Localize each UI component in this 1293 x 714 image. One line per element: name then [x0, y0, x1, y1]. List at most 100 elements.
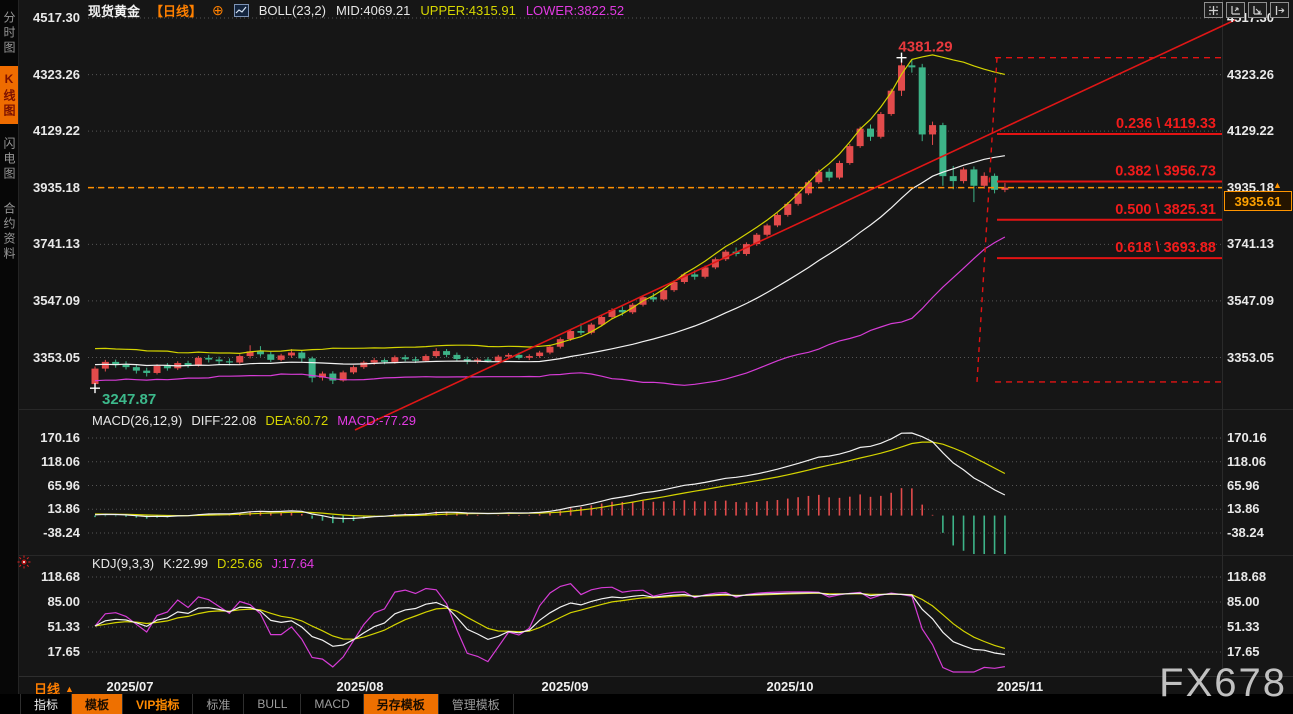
fib-level-label: 0.236 \ 4119.33	[1116, 116, 1216, 132]
candle-body	[784, 203, 792, 215]
candle-body	[649, 297, 657, 300]
macd-histogram	[94, 488, 1006, 554]
toolbar-template-button[interactable]: 模板	[72, 694, 124, 714]
candle-body	[370, 360, 378, 363]
candle-body	[867, 128, 874, 137]
boll-upper-line	[94, 54, 1006, 355]
sidebar-tab-candle-chart[interactable]: K线图	[0, 66, 18, 124]
kdj-axis-label: 85.00	[1227, 594, 1260, 609]
candle-body	[856, 128, 864, 147]
macd-value: MACD:-77.29	[337, 413, 416, 428]
candle-body	[122, 364, 130, 368]
x-axis-month-label: 2025/09	[541, 679, 589, 694]
candle-body	[939, 125, 947, 177]
macd-dea-value: DEA:60.72	[265, 413, 329, 428]
macd-diff-line	[94, 432, 1006, 520]
alert-burst-icon[interactable]	[17, 555, 31, 574]
move-tool-icon[interactable]	[1204, 2, 1223, 18]
candle-body	[329, 373, 337, 381]
candle-body	[980, 175, 988, 186]
cross-marker	[896, 52, 907, 63]
candle-body	[443, 351, 451, 355]
candle-body	[546, 346, 554, 353]
candle-body	[163, 365, 171, 369]
pane-dividers	[0, 409, 1293, 556]
price-up-arrow-icon: ▲	[1273, 180, 1282, 190]
candle-body	[680, 274, 688, 282]
candle-body	[660, 290, 668, 300]
shift-right-icon[interactable]	[1270, 2, 1289, 18]
fib-level-label: 0.618 \ 3693.88	[1115, 240, 1216, 256]
candle-body	[267, 354, 275, 360]
candle-body	[670, 281, 678, 291]
period-tag: 【日线】	[150, 3, 203, 19]
chart-header: 现货黄金 【日线】 ⊕ BOLL(23,2) MID:4069.21 UPPER…	[88, 1, 625, 19]
candle-body	[132, 367, 140, 371]
candle-body	[887, 90, 895, 115]
candle-body	[225, 361, 233, 363]
fib-vertical-dashed-line	[976, 57, 998, 382]
mini-candle-icon	[233, 3, 249, 17]
candle-body	[474, 359, 482, 362]
candle-body	[815, 171, 823, 183]
boll-lower-value: LOWER:3822.52	[525, 2, 625, 18]
sidebar-tab-flash-chart[interactable]: 闪电图	[2, 136, 16, 182]
kdj-axis-label: 17.65	[47, 644, 80, 659]
toolbar-macd-button[interactable]: MACD	[301, 694, 364, 714]
macd-diff-value: DIFF:22.08	[191, 413, 257, 428]
toolbar-manage-templates-button[interactable]: 管理模板	[439, 694, 514, 714]
toolbar-vip-indicators-button[interactable]: VIP指标	[123, 694, 194, 714]
price-axis-label: 3547.09	[1227, 292, 1274, 308]
candle-body	[918, 67, 926, 135]
macd-axis-label: 170.16	[40, 430, 80, 445]
candle-body	[432, 351, 440, 357]
candle-body	[515, 354, 523, 358]
kdj-j-value: J:17.64	[271, 556, 315, 571]
price-axis-label: 3547.09	[33, 292, 80, 308]
period-selector[interactable]: 日线 ▲	[34, 679, 74, 698]
candle-body	[722, 251, 730, 260]
candle-body	[618, 309, 626, 313]
candle-body	[256, 351, 264, 355]
toolbar-bull-button[interactable]: BULL	[244, 694, 302, 714]
time-axis: 2025/07 2025/08 2025/09 2025/10 2025/11	[0, 676, 1293, 695]
add-indicator-icon[interactable]: ⊕	[212, 1, 224, 18]
chart-canvas[interactable]: 0.236 \ 4119.33 0.382 \ 3956.73 0.500 \ 38…	[0, 0, 1293, 694]
price-axis-label: 3935.18	[33, 179, 80, 195]
candle-body	[587, 324, 595, 333]
price-axis-label: 3353.05	[1227, 349, 1274, 365]
kdj-d-value: D:25.66	[216, 556, 263, 571]
sidebar-tab-contract-info[interactable]: 合约资料	[2, 202, 16, 262]
kdj-axis-label: 118.68	[1227, 569, 1267, 584]
toolbar-save-template-button[interactable]: 另存模板	[363, 694, 439, 714]
kdj-axis-label: 17.65	[1227, 644, 1260, 659]
boll-mid-value: MID:4069.21	[335, 2, 411, 18]
last-price-tag: 3935.61	[1224, 191, 1292, 211]
zoom-in-time-icon[interactable]	[1226, 2, 1245, 18]
candle-body	[184, 363, 192, 366]
candle-body	[629, 304, 637, 313]
candle-body	[960, 169, 968, 182]
indicator-toolbar: 指标 模板 VIP指标 标准 BULL MACD 另存模板 管理模板	[0, 694, 1293, 714]
symbol-name: 现货黄金	[88, 3, 141, 19]
x-axis-month-label: 2025/11	[996, 679, 1044, 694]
candle-body	[484, 359, 492, 362]
kdj-title: KDJ(9,3,3)	[92, 556, 155, 571]
zoom-out-time-icon[interactable]	[1248, 2, 1267, 18]
cross-marker	[90, 383, 100, 394]
sidebar-tab-time-chart[interactable]: 分时图	[2, 10, 16, 56]
candle-body	[908, 65, 916, 68]
candle-body	[505, 354, 513, 357]
watermark: FX678	[1159, 661, 1287, 705]
macd-axis-label: -38.24	[43, 525, 80, 540]
toolbar-indicators-button[interactable]: 指标	[20, 694, 73, 714]
chart-tools	[1204, 2, 1289, 18]
boll-lower-line	[94, 236, 1006, 386]
price-axis-label: 4517.30	[33, 10, 80, 25]
candle-body	[381, 360, 389, 362]
macd-axis-label: 65.96	[1227, 477, 1260, 493]
toolbar-standard-button[interactable]: 标准	[193, 694, 245, 714]
candle-body	[422, 356, 430, 361]
price-axis-label: 3935.18	[1227, 179, 1274, 195]
